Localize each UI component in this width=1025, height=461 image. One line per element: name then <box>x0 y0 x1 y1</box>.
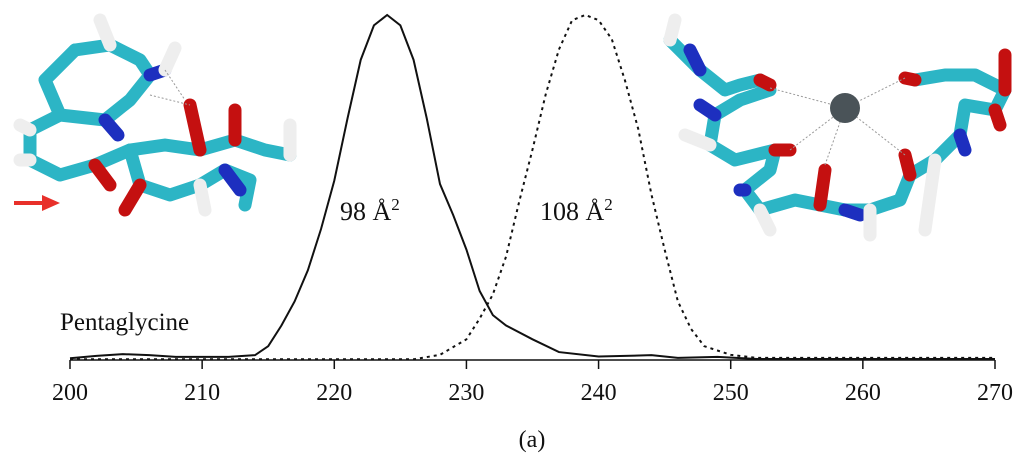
annotation: Pentaglycine <box>60 309 189 336</box>
arrow <box>14 195 60 211</box>
chart: 98 Å2 108 Å2 Pentaglycine (a) 2002102202… <box>0 0 1025 461</box>
annotation: 108 Å2 <box>540 195 613 226</box>
caption: (a) <box>519 427 546 453</box>
x-tick-label: 210 <box>184 380 220 406</box>
annotation-superscript: 2 <box>391 195 400 214</box>
x-tick-label: 230 <box>448 380 484 406</box>
x-tick-label: 250 <box>713 380 749 406</box>
x-tick-label: 220 <box>316 380 352 406</box>
annotation-superscript: 2 <box>604 195 613 214</box>
x-tick-label: 260 <box>845 380 881 406</box>
left-molecule <box>20 20 290 210</box>
right-molecule <box>670 20 1005 235</box>
annotation-text: 98 Å <box>340 197 392 226</box>
x-tick-label: 270 <box>977 380 1013 406</box>
annotation: 98 Å2 <box>340 195 400 226</box>
x-tick-label: 240 <box>581 380 617 406</box>
x-tick-label: 200 <box>52 380 88 406</box>
annotation-text: 108 Å <box>540 197 605 226</box>
